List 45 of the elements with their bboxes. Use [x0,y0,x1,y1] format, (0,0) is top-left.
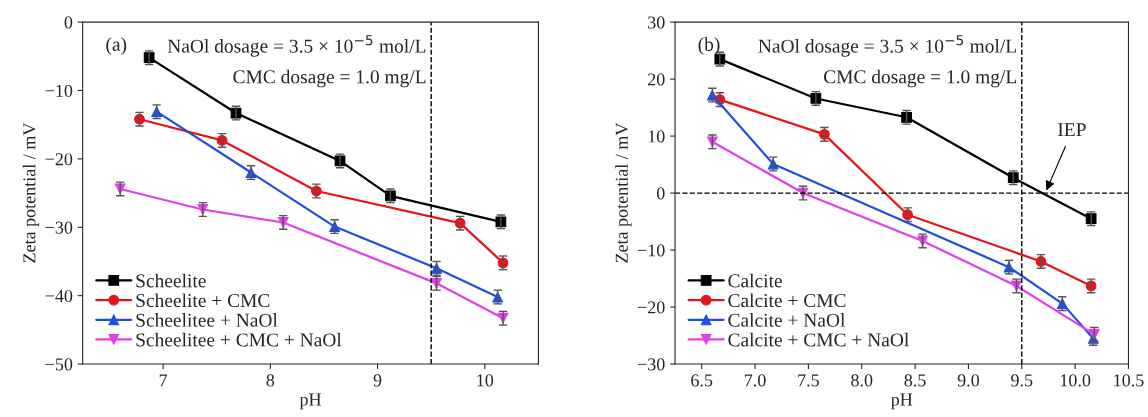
legend-label: Scheelitee + NaOl [136,313,278,327]
annotation: (a) [106,37,127,55]
x-tick-label: 10.5 [1114,374,1144,387]
x-tick-label: 10 [477,374,494,387]
legend-label: Scheelite + CMC [136,293,270,308]
y-tick-label: −50 [45,358,73,371]
y-tick-label: −20 [637,301,665,314]
y-tick-label: −10 [45,84,73,97]
annotation: NaOl dosage = 3.5 × 10$^{−5}$ mol/L [758,35,1016,57]
y-tick-label: −30 [45,221,73,234]
y-axis-title: Zeta potential / mV [615,122,632,263]
y-tick-label: 30 [648,16,665,29]
x-tick-label: 9.0 [957,374,980,387]
legend-label: Scheelitee + CMC + NaOl [136,332,342,347]
x-tick-label: 8 [266,374,275,387]
x-tick-label: 9 [373,374,382,387]
legend-label: Calcite [728,273,782,288]
x-tick-label: 7.0 [744,374,766,387]
y-tick-label: 0 [64,16,73,29]
legend-label: Calcite + NaOl [728,313,846,327]
y-tick-label: −30 [637,358,665,371]
y-tick-label: 0 [656,187,665,200]
y-tick-label: −40 [45,289,73,303]
y-tick-label: −20 [45,153,73,166]
annotation: CMC dosage = 1.0 mg/L [823,69,1017,88]
annotation: NaOl dosage = 3.5 × 10$^{−5}$ mol/L [167,35,426,57]
legend-label: Calcite + CMC [728,293,846,308]
y-axis-title: Zeta potential / mV [22,122,40,263]
x-tick-label: 7 [159,374,168,387]
legend-label: Calcite + CMC + NaOl [728,332,909,347]
x-tick-label: 7.5 [798,374,819,387]
x-tick-label: 9.5 [1011,374,1033,387]
x-tick-label: 8.5 [904,374,926,387]
x-axis-title: pH [891,393,913,410]
x-tick-label: 8.0 [851,374,873,387]
y-tick-label: 10 [648,130,665,143]
x-axis-title: pH [299,393,322,410]
legend-label: Scheelite [136,273,206,288]
annotation: IEP [1058,123,1086,137]
x-tick-label: 10.0 [1060,374,1091,387]
y-tick-label: 20 [648,73,665,86]
y-tick-label: −10 [637,244,665,257]
annotation: CMC dosage = 1.0 mg/L [233,69,426,88]
x-tick-label: 6.5 [691,374,713,387]
annotation: (b) [698,37,720,55]
